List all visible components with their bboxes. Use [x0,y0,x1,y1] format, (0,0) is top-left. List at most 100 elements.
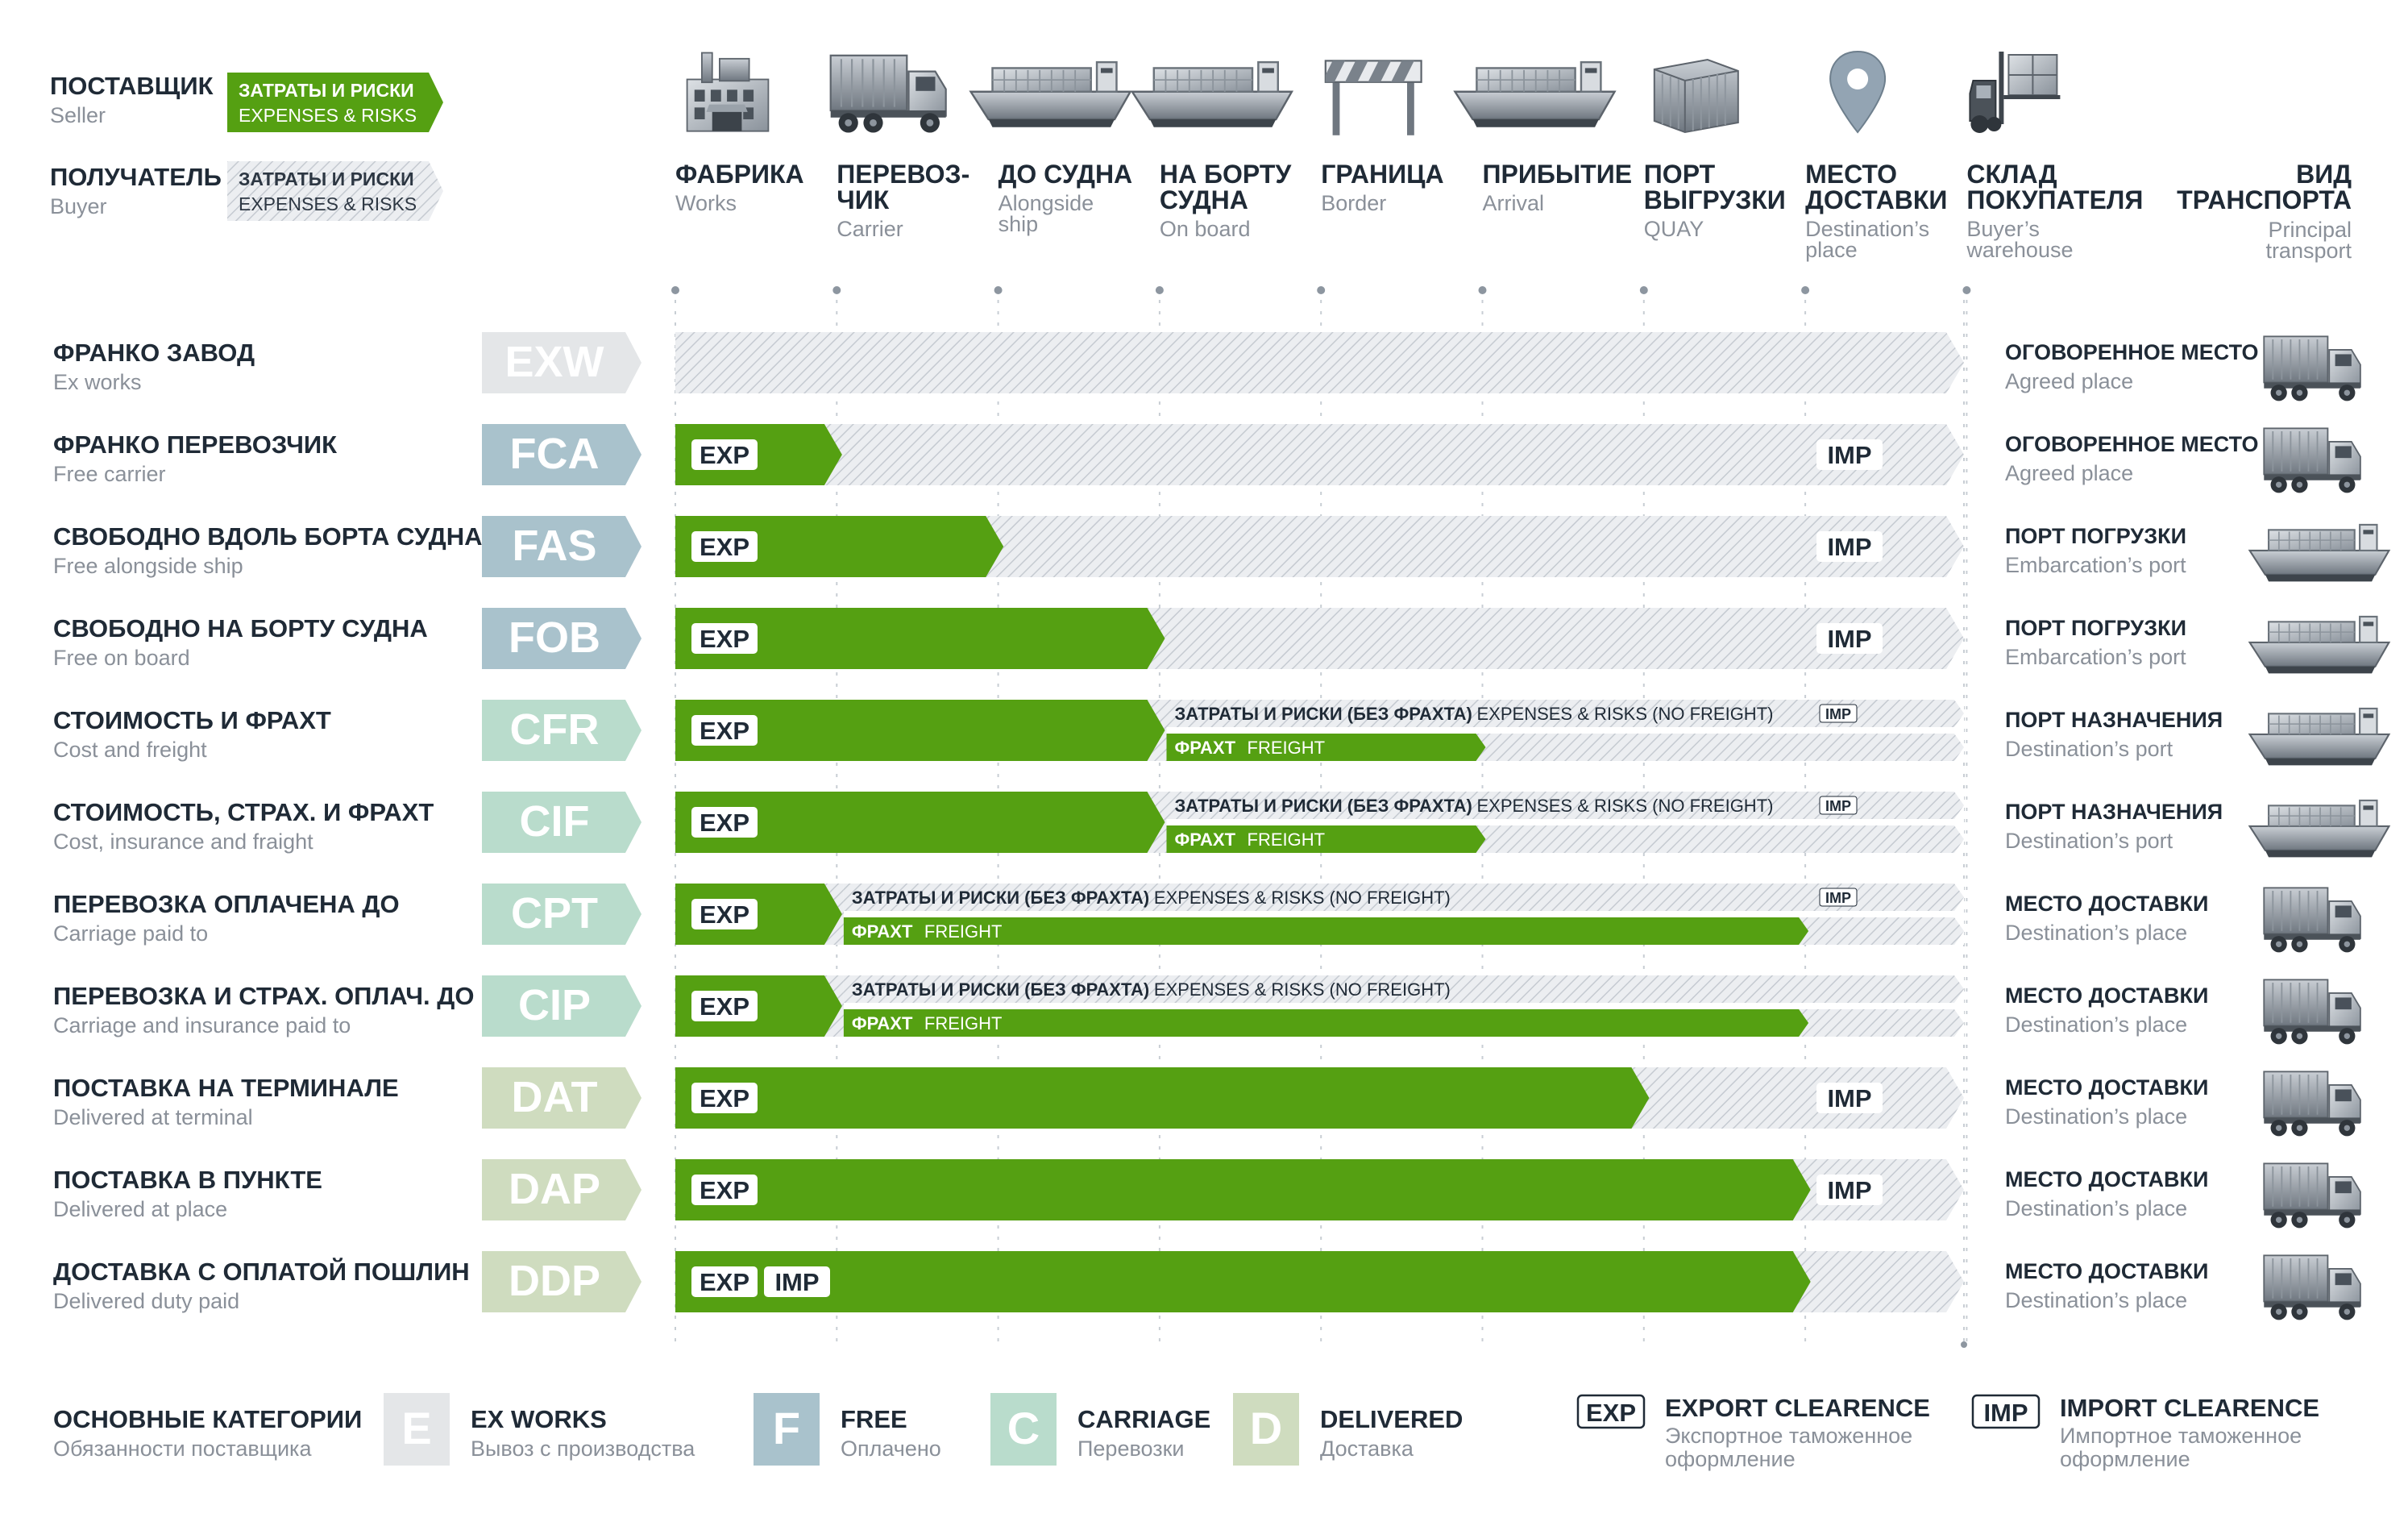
stage-title: ФАБРИКА [675,160,804,189]
stage-2: ПЕРЕВОЗ-ЧИК Carrier [829,54,969,241]
stage-node-dot [1961,1341,1967,1348]
delivery-place-en: Destination’s place [2005,1196,2187,1220]
no-freight-lane [1166,792,1964,819]
row-fob: СВОБОДНО НА БОРТУ СУДНА Free on board FOB E… [53,608,2390,675]
delivery-place: ОГОВОРЕННОЕ МЕСТО [2005,340,2258,364]
category-d: D DELIVERED Доставка [1233,1393,1463,1466]
stage-subtitle: Arrival [1483,191,1545,215]
category-subtitle: Доставка [1320,1437,1414,1461]
row-cip: ПЕРЕВОЗКА И СТРАХ. ОПЛАЧ. ДО Carriage and… [53,975,2361,1046]
category-c: C CARRIAGE Перевозки [990,1393,1210,1466]
term-name-en: Delivered at terminal [53,1105,253,1129]
category-title: DELIVERED [1320,1405,1463,1433]
seller-sublabel: Seller [50,103,106,127]
freight-label: ФРАХТ [852,921,913,942]
buyer-badge-title: ЗАТРАТЫ И РИСКИ [239,168,414,189]
stage-subtitle: Carrier [837,217,903,241]
stage-subtitle: Alongside [998,191,1094,215]
truck-icon [829,54,947,134]
imp-tag-small-label: IMP [1825,890,1851,906]
seller-expenses-bar [675,516,1004,577]
term-name-ru: ДОСТАВКА С ОПЛАТОЙ ПОШЛИН [53,1257,470,1286]
imp-tag-small-label: IMP [1825,706,1851,722]
imp-tag [1816,1083,1883,1113]
truck-icon [2263,979,2361,1046]
term-name-en: Ex works [53,370,142,394]
term-name-ru: СВОБОДНО НА БОРТУ СУДНА [53,614,428,642]
stage-title: ВЫГРУЗКИ [1644,185,1786,214]
term-name-ru: ПЕРЕВОЗКА И СТРАХ. ОПЛАЧ. ДО [53,982,474,1010]
term-code: DAT [512,1073,598,1121]
term-name-ru: СВОБОДНО ВДОЛЬ БОРТА СУДНА [53,522,483,551]
seller-badge-sub: EXPENSES & RISKS [239,105,417,126]
categories-subtitle: Обязанности поставщика [53,1437,312,1461]
clearance-tag-box [1576,1394,1646,1429]
container-ship-icon [1131,60,1293,129]
stage-title: ДО СУДНА [998,160,1133,189]
clearance-title: EXPORT CLEARENCE [1665,1394,1930,1422]
clearance-tag-box [1971,1394,2041,1429]
delivery-place-en: Destination’s port [2005,737,2173,761]
no-freight-label-en: EXPENSES & RISKS (NO FREIGHT) [1477,796,1774,816]
seller-expenses-bar [675,1159,1811,1220]
freight-label-en: FREIGHT [1248,830,1326,850]
term-code: CIF [520,797,590,846]
category-letter-box [754,1393,820,1466]
category-title: FREE [841,1405,907,1433]
term-name-en: Cost, insurance and fraight [53,830,313,854]
delivery-place: МЕСТО ДОСТАВКИ [2005,1075,2208,1100]
freight-label-en: FREIGHT [924,921,1003,942]
term-code: FAS [512,522,596,570]
term-code: CFR [510,705,600,754]
term-code-badge [482,1067,641,1129]
truck-icon [2263,427,2361,494]
imp-tag-label: IMP [1827,1176,1871,1204]
term-name-en: Carriage paid to [53,921,208,946]
term-name-en: Free on board [53,646,190,670]
term-name-ru: СТОИМОСТЬ, СТРАХ. И ФРАХТ [53,798,434,826]
no-freight-label: ЗАТРАТЫ И РИСКИ (БЕЗ ФРАХТА) [852,979,1149,1000]
imp-tag [1816,1175,1883,1205]
delivery-place-en: Destination’s port [2005,829,2173,853]
imp-tag-label: IMP [1827,1084,1871,1112]
buyer-badge-sub: EXPENSES & RISKS [239,193,417,214]
freight-bar [843,917,1809,945]
imp-tag-small-label: IMP [1825,798,1851,814]
delivery-place-en: Embarcation’s port [2005,645,2186,669]
term-name-ru: ПОСТАВКА НА ТЕРМИНАЛЕ [53,1074,399,1102]
imp-tag-label: IMP [1827,441,1871,469]
exp-tag-label: EXP [700,992,749,1021]
incoterm-rows: ФРАНКО ЗАВОД Ex works EXW ОГОВОРЕННОЕ МЕСТО… [53,332,2390,1321]
delivery-place: ПОРТ ПОГРУЗКИ [2005,616,2186,640]
stage-title: ГРАНИЦА [1321,160,1443,189]
delivery-place-en: Embarcation’s port [2005,553,2186,577]
category-subtitle: Перевозки [1077,1437,1184,1461]
exp-tag-label: EXP [700,1084,749,1112]
seller-expenses-badge [227,73,443,132]
term-name-en: Free carrier [53,462,166,486]
transport-header-subtitle: Principal [2268,218,2352,242]
container-ship-icon [1454,60,1616,129]
row-cpt: ПЕРЕВОЗКА ОПЛАЧЕНА ДО Carriage paid to CPT… [53,884,2361,954]
stage-title: ДОСТАВКИ [1805,185,1947,214]
term-code-badge [482,700,641,761]
imp-tag-small [1819,796,1858,815]
stage-node-dot [1478,286,1487,294]
truck-icon [2263,1254,2361,1321]
delivery-place-en: Agreed place [2005,369,2133,393]
categories-legend: ОСНОВНЫЕ КАТЕГОРИИ Обязанности поставщик… [53,1393,2319,1471]
no-freight-lane [843,884,1964,911]
stage-node-dot [994,286,1003,294]
term-code: DDP [509,1257,600,1305]
term-code: CIP [518,981,591,1029]
seller-label: ПОСТАВЩИК [50,72,214,100]
imp-tag [1816,531,1883,562]
transport-header-title: ВИД [2296,160,2352,189]
term-name-en: Cost and freight [53,738,207,762]
category-letter: D [1250,1403,1282,1453]
